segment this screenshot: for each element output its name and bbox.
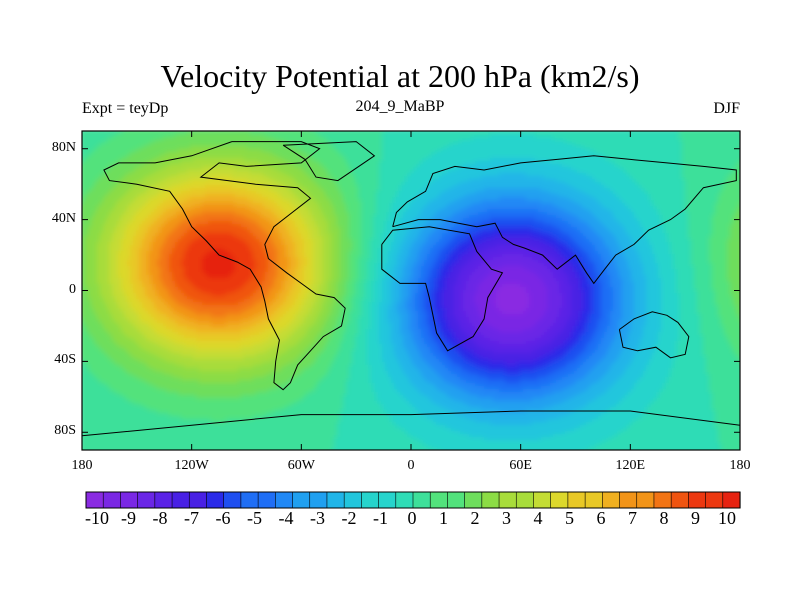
colorbar-label: 8 (649, 508, 679, 529)
colorbar-label: 4 (523, 508, 553, 529)
colorbar-swatch (723, 492, 741, 508)
colorbar-swatch (120, 492, 138, 508)
colorbar-swatch (379, 492, 397, 508)
colorbar-swatch (430, 492, 448, 508)
colorbar-label: -7 (177, 508, 207, 529)
colorbar-swatch (482, 492, 500, 508)
colorbar-label: -4 (271, 508, 301, 529)
colorbar-label: 9 (681, 508, 711, 529)
x-tick-label: 120E (600, 458, 660, 474)
colorbar-swatch (258, 492, 276, 508)
x-tick-label: 60W (271, 458, 331, 474)
colorbar-swatch (533, 492, 551, 508)
colorbar-label: 6 (586, 508, 616, 529)
colorbar-label: -6 (208, 508, 238, 529)
colorbar-label: -10 (82, 508, 112, 529)
colorbar-swatch (344, 492, 362, 508)
colorbar-swatch (293, 492, 311, 508)
x-tick-label: 180 (52, 458, 112, 474)
colorbar-swatch (86, 492, 104, 508)
colorbar-label: 7 (618, 508, 648, 529)
field-bands (79, 128, 746, 456)
colorbar-label: -9 (114, 508, 144, 529)
colorbar-swatch (138, 492, 156, 508)
y-tick-label: 80N (26, 140, 76, 156)
colorbar-swatch (413, 492, 431, 508)
colorbar-swatch (706, 492, 724, 508)
colorbar-swatch (327, 492, 345, 508)
colorbar-swatch (275, 492, 293, 508)
colorbar-swatch (499, 492, 517, 508)
colorbar-label: -1 (366, 508, 396, 529)
colorbar-swatch (551, 492, 569, 508)
y-tick-label: 0 (26, 282, 76, 298)
colorbar-swatch (465, 492, 483, 508)
colorbar-label: 2 (460, 508, 490, 529)
colorbar-swatch (172, 492, 190, 508)
colorbar-label: 10 (712, 508, 742, 529)
colorbar-label: -5 (240, 508, 270, 529)
colorbar-swatch (568, 492, 586, 508)
colorbar-swatch (396, 492, 414, 508)
x-tick-label: 60E (491, 458, 551, 474)
field-cells (79, 128, 746, 456)
colorbar (86, 492, 740, 508)
x-tick-label: 180 (710, 458, 770, 474)
colorbar-swatch (516, 492, 534, 508)
colorbar-swatch (224, 492, 242, 508)
colorbar-swatch (361, 492, 379, 508)
colorbar-swatch (155, 492, 173, 508)
colorbar-label: 0 (397, 508, 427, 529)
x-tick-label: 0 (381, 458, 441, 474)
colorbar-swatch (241, 492, 259, 508)
colorbar-label: 5 (555, 508, 585, 529)
y-tick-label: 40N (26, 211, 76, 227)
y-tick-label: 80S (26, 423, 76, 439)
colorbar-swatch (671, 492, 689, 508)
colorbar-swatch (637, 492, 655, 508)
colorbar-label: 3 (492, 508, 522, 529)
colorbar-swatch (654, 492, 672, 508)
colorbar-label: 1 (429, 508, 459, 529)
y-tick-label: 40S (26, 352, 76, 368)
colorbar-swatch (602, 492, 620, 508)
x-tick-label: 120W (162, 458, 222, 474)
colorbar-swatch (189, 492, 207, 508)
colorbar-swatch (103, 492, 121, 508)
colorbar-swatch (620, 492, 638, 508)
colorbar-label: -2 (334, 508, 364, 529)
colorbar-swatch (447, 492, 465, 508)
colorbar-swatch (585, 492, 603, 508)
colorbar-swatch (688, 492, 706, 508)
colorbar-swatch (310, 492, 328, 508)
colorbar-swatch (206, 492, 224, 508)
colorbar-label: -3 (303, 508, 333, 529)
colorbar-label: -8 (145, 508, 175, 529)
